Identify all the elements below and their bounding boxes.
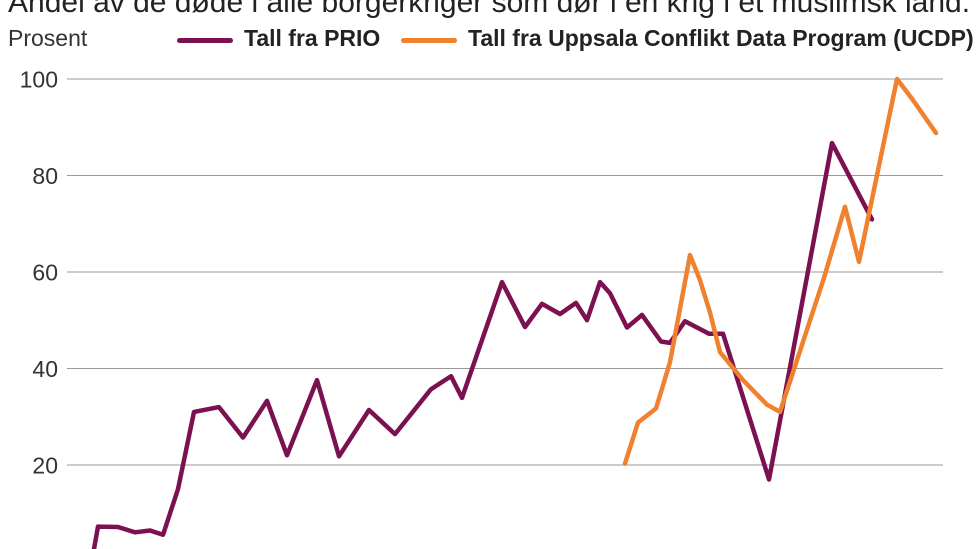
svg-text:20: 20 — [32, 453, 58, 479]
svg-text:60: 60 — [32, 260, 58, 286]
svg-text:40: 40 — [32, 356, 58, 382]
svg-text:80: 80 — [32, 163, 58, 189]
svg-text:100: 100 — [20, 67, 58, 93]
